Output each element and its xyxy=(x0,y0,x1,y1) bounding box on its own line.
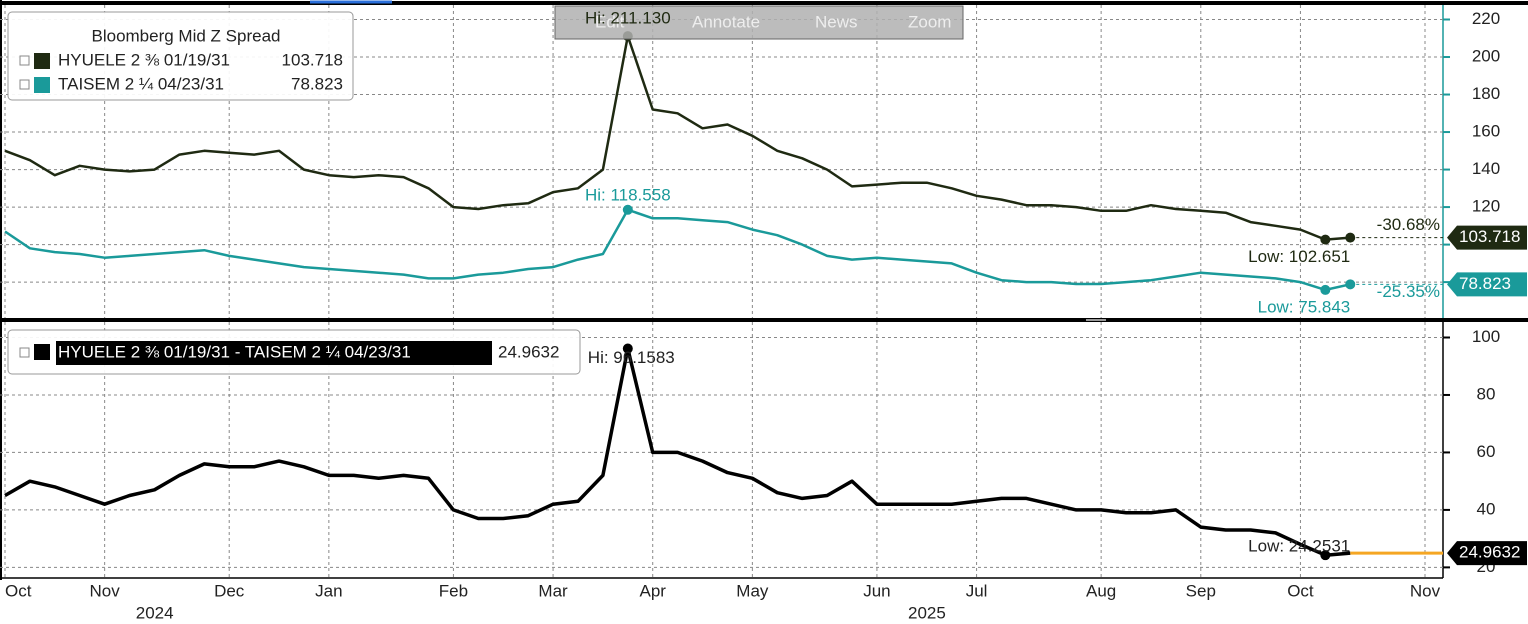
hi-label: Hi: 211.130 xyxy=(585,8,671,27)
y-tick-label: 220 xyxy=(1472,9,1500,28)
x-tick-label: Feb xyxy=(439,581,468,600)
low-label: Low: 75.843 xyxy=(1258,297,1351,316)
low-label: Low: 24.2531 xyxy=(1248,537,1350,556)
last-marker xyxy=(1345,279,1356,290)
change-label: -25.35% xyxy=(1377,282,1440,301)
x-tick-label: Nov xyxy=(90,581,121,600)
y-tick-label: 120 xyxy=(1472,197,1500,216)
y-tick-label: 180 xyxy=(1472,84,1500,103)
toolbar-button[interactable]: Zoom xyxy=(908,12,951,31)
legend-value: 78.823 xyxy=(291,74,343,93)
legend-box xyxy=(7,11,354,101)
series-line xyxy=(4,208,1351,292)
last-value-label: 103.718 xyxy=(1459,227,1520,246)
y-tick-label: 40 xyxy=(1477,499,1496,518)
legend-expand xyxy=(19,347,30,358)
y-tick-label: 140 xyxy=(1472,159,1500,178)
legend-value: 103.718 xyxy=(282,50,343,69)
legend-expand xyxy=(19,79,30,90)
legend-title: Bloomberg Mid Z Spread xyxy=(92,26,281,45)
hi-marker xyxy=(622,204,633,215)
legend-label: TAISEM 2 ¼ 04/23/31 xyxy=(58,74,224,93)
last-value-box xyxy=(1447,541,1527,566)
last-value-label: 24.9632 xyxy=(1459,543,1520,562)
y-tick-label: 200 xyxy=(1472,47,1500,66)
last-value-label: 78.823 xyxy=(1459,274,1511,293)
x-year-label: 2024 xyxy=(136,603,174,622)
change-label: -30.68% xyxy=(1377,215,1440,234)
legend-label: HYUELE 2 ⅜ 01/19/31 - TAISEM 2 ¼ 04/23/3… xyxy=(58,342,411,361)
legend-swatch xyxy=(34,77,50,93)
low-label: Low: 102.651 xyxy=(1248,247,1350,266)
low-marker xyxy=(1320,234,1331,245)
low-marker xyxy=(1320,550,1331,561)
x-tick-label: Jun xyxy=(863,581,890,600)
overlay: Bloomberg Mid Z Spread Edit Annotate New… xyxy=(5,5,1527,622)
legend-highlight xyxy=(56,341,492,365)
hi-label: Hi: 118.558 xyxy=(585,185,671,204)
x-tick-label: Dec xyxy=(214,581,245,600)
y-tick-label: 160 xyxy=(1472,122,1500,141)
x-tick-label: Mar xyxy=(538,581,568,600)
series-line xyxy=(4,346,1351,557)
hi-label: Hi: 96.1583 xyxy=(588,348,675,367)
last-value-box xyxy=(1447,225,1527,250)
hi-marker xyxy=(622,343,633,354)
x-tick-label: Jan xyxy=(315,581,342,600)
legend-label: HYUELE 2 ⅜ 01/19/31 xyxy=(58,50,230,69)
x-year-label: 2025 xyxy=(908,603,946,622)
legend-swatch xyxy=(34,53,50,69)
low-marker xyxy=(1320,284,1331,295)
legend-expand xyxy=(19,55,30,66)
legend-value: 24.9632 xyxy=(498,342,559,361)
x-tick-label: May xyxy=(736,581,769,600)
x-tick-label: Oct xyxy=(5,581,32,600)
y-tick-label: 100 xyxy=(1472,327,1500,346)
toolbar xyxy=(554,5,964,40)
toolbar-button[interactable]: News xyxy=(815,12,858,31)
y-tick-label: 80 xyxy=(1477,384,1496,403)
x-tick-label: Nov xyxy=(1410,581,1441,600)
toolbar-button[interactable]: Edit xyxy=(595,12,625,31)
x-tick-label: Aug xyxy=(1086,581,1116,600)
last-value-box xyxy=(1447,272,1527,297)
series-line xyxy=(4,34,1351,241)
x-tick-label: Jul xyxy=(966,581,988,600)
y-tick-label: 60 xyxy=(1477,442,1496,461)
toolbar-button[interactable]: Annotate xyxy=(692,12,760,31)
legend-swatch xyxy=(34,344,50,360)
plots: 8010012014016018020022020406080100 xyxy=(0,5,1500,578)
x-tick-label: Sep xyxy=(1186,581,1216,600)
last-marker xyxy=(1345,232,1356,243)
x-tick-label: Apr xyxy=(639,581,666,600)
x-tick-label: Oct xyxy=(1287,581,1314,600)
